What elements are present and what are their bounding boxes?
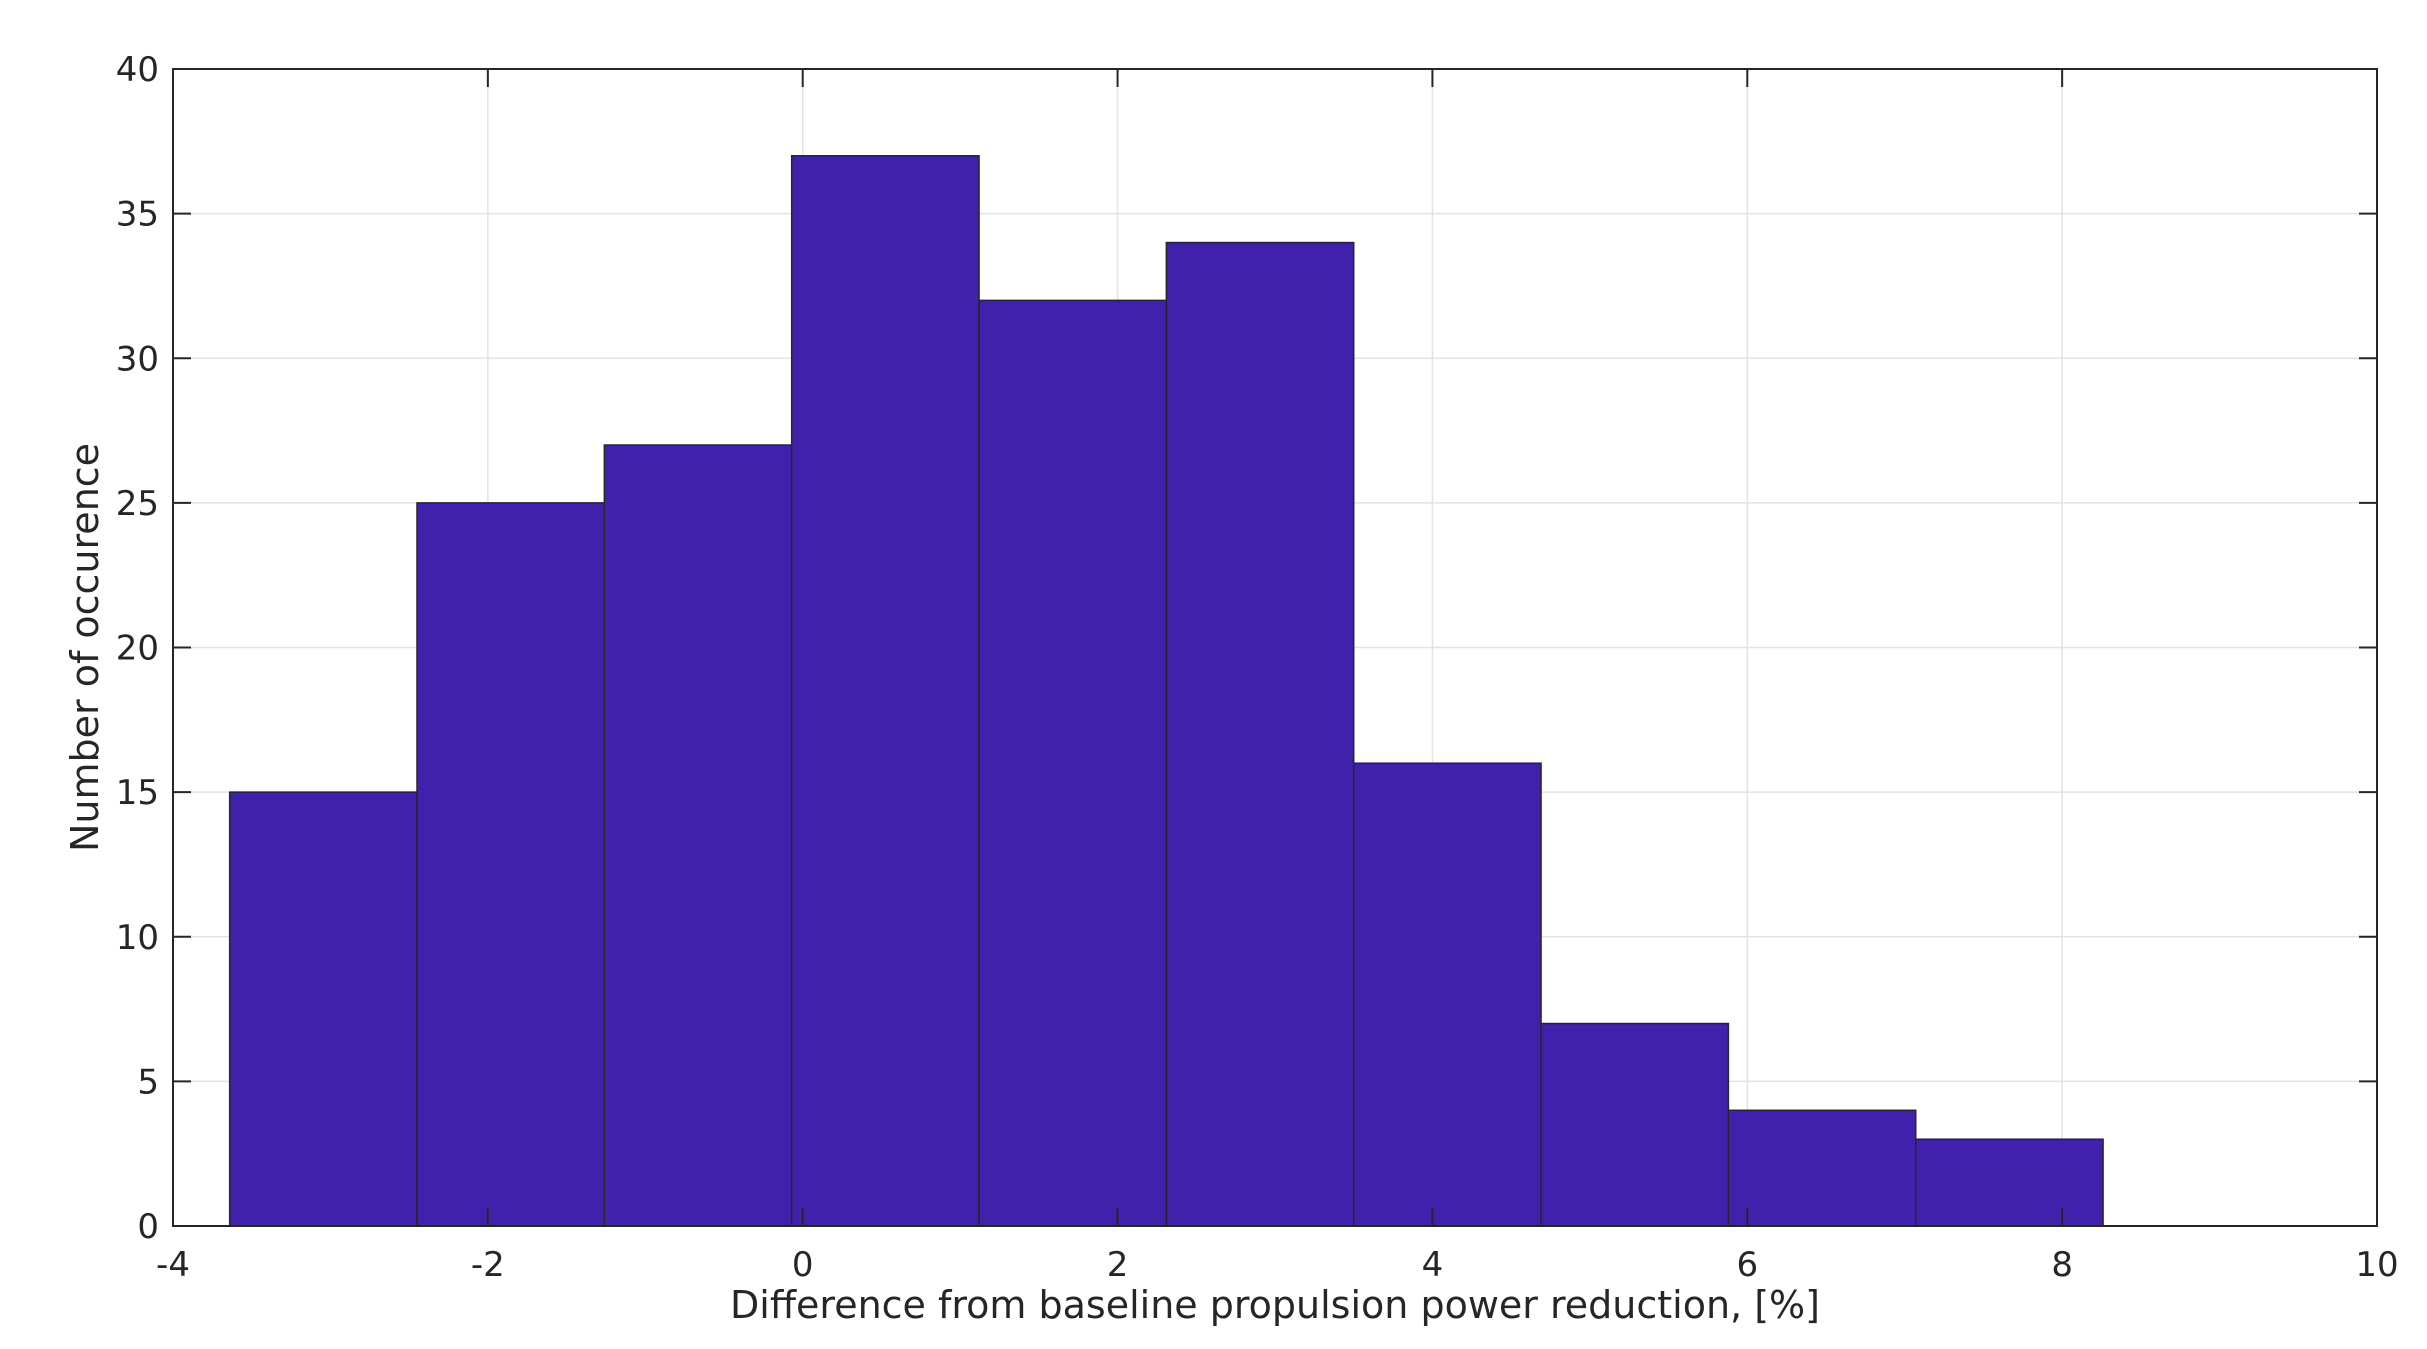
x-tick-label-5: 6	[1736, 1245, 1758, 1285]
x-tick-label-3: 2	[1107, 1245, 1129, 1285]
y-tick-label-2: 10	[116, 918, 159, 958]
y-tick-label-7: 35	[116, 195, 159, 235]
y-tick-labels: 0 5 10 15 20 25 30 35 40	[116, 50, 159, 1247]
histogram-bar-0	[228, 791, 418, 1227]
axis-ticks	[172, 68, 2378, 1227]
x-tick-label-0: -4	[156, 1245, 190, 1285]
x-tick-labels: -4 -2 0 2 4 6 8 10	[156, 1245, 2399, 1285]
y-tick-label-4: 20	[116, 629, 159, 669]
x-tick-label-2: 0	[792, 1245, 814, 1285]
histogram-bar-9	[1914, 1138, 2104, 1227]
histogram-bar-4	[978, 299, 1168, 1227]
y-tick-label-1: 5	[137, 1062, 159, 1102]
histogram-bar-3	[790, 155, 980, 1227]
histogram-bar-5	[1165, 241, 1355, 1227]
x-axis-label: Difference from baseline propulsion powe…	[730, 1283, 1820, 1327]
y-axis-label: Number of occurence	[63, 443, 107, 852]
x-tick-label-1: -2	[471, 1245, 505, 1285]
y-tick-label-3: 15	[116, 773, 159, 813]
histogram-bar-8	[1727, 1109, 1917, 1227]
x-tick-label-4: 4	[1422, 1245, 1444, 1285]
histogram-bars	[228, 155, 2104, 1227]
y-tick-label-5: 25	[116, 484, 159, 524]
x-tick-label-6: 8	[2051, 1245, 2073, 1285]
histogram-bar-1	[416, 502, 606, 1227]
x-tick-label-7: 10	[2355, 1245, 2398, 1285]
histogram-bar-2	[603, 444, 793, 1227]
histogram-bar-7	[1540, 1022, 1730, 1227]
histogram-bar-6	[1352, 762, 1542, 1227]
y-tick-label-8: 40	[116, 50, 159, 90]
y-tick-label-6: 30	[116, 339, 159, 379]
y-tick-label-0: 0	[137, 1207, 159, 1247]
